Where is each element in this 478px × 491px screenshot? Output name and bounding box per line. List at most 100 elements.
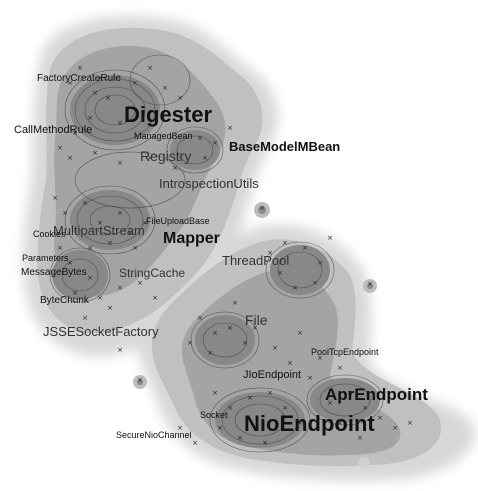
node-marker: × <box>97 294 103 302</box>
node-marker: × <box>227 324 233 332</box>
label-jssesocketfactory: JSSESocketFactory <box>43 324 159 339</box>
node-marker: × <box>407 419 413 427</box>
node-marker: × <box>57 144 63 152</box>
node-marker: × <box>217 424 223 432</box>
node-marker: × <box>77 64 83 72</box>
node-marker: × <box>192 439 198 447</box>
label-callmethodrule: CallMethodRule <box>14 124 93 136</box>
node-marker: × <box>317 259 323 267</box>
node-marker: × <box>87 274 93 282</box>
label-stringcache: StringCache <box>119 266 186 280</box>
node-marker: × <box>307 374 313 382</box>
node-marker: × <box>137 279 143 287</box>
node-marker: × <box>147 154 153 162</box>
node-marker: × <box>327 234 333 242</box>
node-marker: × <box>212 389 218 397</box>
label-digester: Digester <box>124 102 213 127</box>
node-marker: × <box>142 219 148 227</box>
node-marker: × <box>212 139 218 147</box>
node-marker: × <box>172 164 178 172</box>
node-marker: × <box>92 149 98 157</box>
node-marker: × <box>187 339 193 347</box>
node-marker: × <box>67 79 73 87</box>
node-marker: × <box>97 74 103 82</box>
label-registry: Registry <box>140 148 192 164</box>
node-marker: × <box>72 129 78 137</box>
node-marker: × <box>117 119 123 127</box>
node-marker: × <box>392 424 398 432</box>
node-marker: × <box>147 64 153 72</box>
node-marker: × <box>132 244 138 252</box>
node-marker: × <box>137 376 143 384</box>
node-marker: × <box>117 209 123 217</box>
node-marker: × <box>292 284 298 292</box>
label-messagebytes: MessageBytes <box>21 267 87 278</box>
node-marker: × <box>197 314 203 322</box>
node-marker: × <box>247 394 253 402</box>
node-marker: × <box>297 419 303 427</box>
node-marker: × <box>272 344 278 352</box>
node-marker: × <box>232 299 238 307</box>
label-fileuploadbase: FileUploadBase <box>146 216 210 226</box>
node-marker: × <box>127 229 133 237</box>
label-threadpool: ThreadPool <box>222 253 290 268</box>
node-marker: × <box>377 414 383 422</box>
label-socket: Socket <box>200 410 228 420</box>
node-marker: × <box>82 314 88 322</box>
node-marker: × <box>57 244 63 252</box>
node-markers: × × × × × × × × × × × × × × × × × × × × × × × × × × × × × × × × × × × × × × × ×… <box>52 64 413 447</box>
node-marker: × <box>227 404 233 412</box>
node-marker: × <box>317 354 323 362</box>
node-marker: × <box>282 404 288 412</box>
label-introspectionutils: IntrospectionUtils <box>159 176 259 191</box>
node-marker: × <box>277 269 283 277</box>
node-marker: × <box>107 304 113 312</box>
node-marker: × <box>202 154 208 162</box>
node-marker: × <box>87 244 93 252</box>
node-marker: × <box>67 259 73 267</box>
node-marker: × <box>267 389 273 397</box>
node-marker: × <box>72 289 78 297</box>
node-marker: × <box>312 279 318 287</box>
label-cookies: Cookies <box>33 229 66 239</box>
node-marker: × <box>262 439 268 447</box>
node-marker: × <box>97 219 103 227</box>
node-marker: × <box>117 159 123 167</box>
label-securenioChannel: SecureNioChannel <box>116 430 192 440</box>
label-parameters: Parameters <box>22 253 69 263</box>
node-marker: × <box>162 84 168 92</box>
node-marker: × <box>252 324 258 332</box>
contour-lines <box>49 54 384 453</box>
node-marker: × <box>87 114 93 122</box>
node-marker: × <box>242 339 248 347</box>
label-bytechunk: ByteChunk <box>40 295 89 306</box>
node-marker: × <box>347 389 353 397</box>
node-marker: × <box>132 79 138 87</box>
label-managedbean: ManagedBean <box>134 131 193 141</box>
node-marker: × <box>177 94 183 102</box>
label-nioendpoint: NioEndpoint <box>244 411 375 436</box>
node-marker: × <box>227 124 233 132</box>
node-marker: × <box>362 404 368 412</box>
node-marker: × <box>327 399 333 407</box>
node-marker: × <box>177 424 183 432</box>
node-marker: × <box>52 194 58 202</box>
node-marker: × <box>302 244 308 252</box>
label-file: File <box>245 312 268 328</box>
node-marker: × <box>117 284 123 292</box>
node-marker: × <box>117 346 123 354</box>
node-marker: × <box>92 89 98 97</box>
node-marker: × <box>287 359 293 367</box>
label-jioendpoint: JIoEndpoint <box>243 369 302 381</box>
node-marker: × <box>337 419 343 427</box>
node-marker: × <box>105 94 111 102</box>
node-marker: × <box>267 249 273 257</box>
node-marker: × <box>67 154 73 162</box>
label-basemodelmbean: BaseModelMBean <box>229 139 341 154</box>
node-marker: × <box>297 329 303 337</box>
label-multipartstream: MultipartStream <box>53 223 145 238</box>
label-aprendpoint: AprEndpoint <box>325 385 428 404</box>
label-pooltcpendpoint: PoolTcpEndpoint <box>311 347 379 357</box>
